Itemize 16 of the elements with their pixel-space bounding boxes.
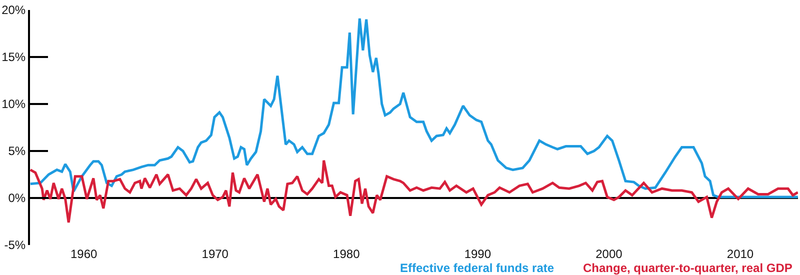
- y-tick-label: -5%: [4, 238, 26, 252]
- y-tick-label: 15%: [2, 50, 26, 64]
- text: Effective federal funds rate: [400, 261, 554, 275]
- x-tick-label: 2010: [726, 247, 754, 261]
- line-series: [30, 159, 798, 224]
- y-tick-label: 10%: [2, 97, 26, 112]
- x-tick-label: 1980: [333, 247, 360, 261]
- y-tick-label: 0%: [8, 191, 26, 206]
- y-tick-label: 20%: [2, 3, 26, 18]
- line-series: [30, 17, 798, 198]
- text: Change, quarter-to-quarter, real GDP: [583, 261, 792, 275]
- y-tick-label: 5%: [8, 144, 26, 158]
- x-tick-label: 1970: [202, 247, 229, 261]
- x-tick-label: 1960: [70, 247, 98, 261]
- x-tick-label: 1990: [464, 247, 492, 261]
- x-tick-label: 2000: [596, 247, 623, 261]
